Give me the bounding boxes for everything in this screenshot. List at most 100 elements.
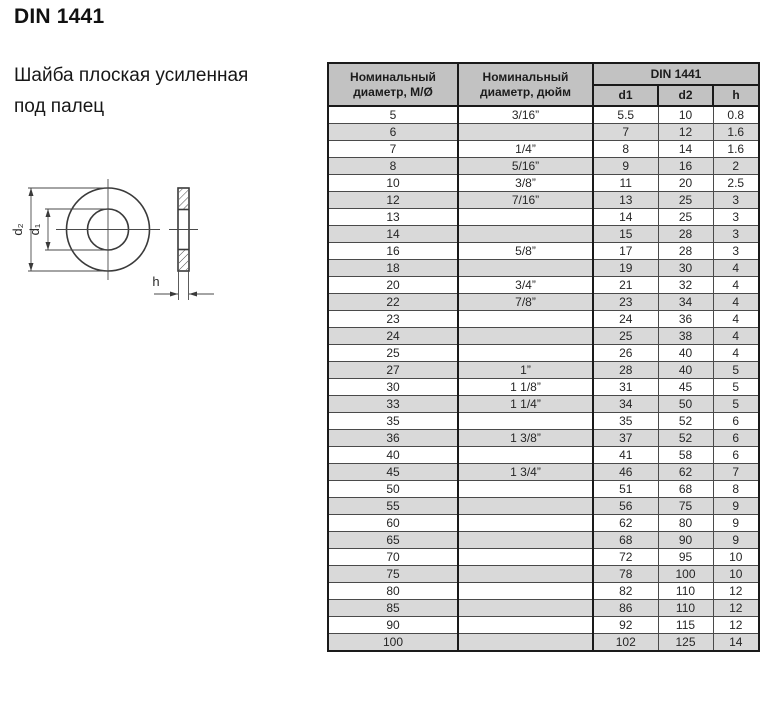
table-cell: 4 <box>712 259 760 277</box>
table-cell: 1” <box>457 361 594 379</box>
table-cell: 5/16” <box>457 157 594 175</box>
table-row: 70 72 95 10 <box>327 548 760 566</box>
table-cell: 5.5 <box>592 105 659 124</box>
header-d2: d2 <box>657 84 714 107</box>
table-cell: 100 <box>657 565 714 583</box>
table-cell: 9 <box>712 514 760 532</box>
table-cell: 13 <box>592 191 659 209</box>
table-cell: 11 <box>592 174 659 192</box>
table-cell: 10 <box>327 174 459 192</box>
table-cell: 32 <box>657 276 714 294</box>
table-cell: 8 <box>712 480 760 498</box>
table-cell: 18 <box>327 259 459 277</box>
table-cell: 1 3/4” <box>457 463 594 481</box>
din-1441-spec-table: Номинальный диаметр, М/Ø Номинальный диа… <box>327 62 760 652</box>
table-cell: 5/8” <box>457 242 594 260</box>
table-cell: 60 <box>327 514 459 532</box>
table-cell: 65 <box>327 531 459 549</box>
table-row: 35 35 52 6 <box>327 412 760 430</box>
table-row: 60 62 80 9 <box>327 514 760 532</box>
table-cell: 52 <box>657 412 714 430</box>
table-cell: 3/8” <box>457 174 594 192</box>
table-cell: 1/4” <box>457 140 594 158</box>
table-row: 8 5/16” 9 16 2 <box>327 157 760 175</box>
table-cell: 7 <box>592 123 659 141</box>
table-row: 30 1 1/8” 31 45 5 <box>327 378 760 396</box>
table-cell: 36 <box>657 310 714 328</box>
table-cell <box>457 327 594 345</box>
header-group-din1441: DIN 1441 <box>592 62 760 86</box>
table-cell: 12 <box>712 616 760 634</box>
table-row: 22 7/8” 23 34 4 <box>327 293 760 311</box>
dimension-h: h <box>152 271 214 300</box>
washer-drawing-svg: d₂ d₁ h <box>10 179 214 300</box>
page-title: DIN 1441 <box>14 5 105 28</box>
table-row: 50 51 68 8 <box>327 480 760 498</box>
table-cell: 31 <box>592 378 659 396</box>
table-cell: 3 <box>712 191 760 209</box>
table-cell: 25 <box>657 208 714 226</box>
table-cell: 45 <box>657 378 714 396</box>
table-cell: 37 <box>592 429 659 447</box>
table-cell <box>457 548 594 566</box>
table-row: 24 25 38 4 <box>327 327 760 345</box>
table-cell: 72 <box>592 548 659 566</box>
table-cell: 24 <box>592 310 659 328</box>
table-cell: 3 <box>712 208 760 226</box>
subtitle-line-2: под палец <box>14 96 105 117</box>
table-row: 12 7/16” 13 25 3 <box>327 191 760 209</box>
table-row: 25 26 40 4 <box>327 344 760 362</box>
table-cell: 7 <box>327 140 459 158</box>
table-cell: 14 <box>327 225 459 243</box>
table-cell: 25 <box>592 327 659 345</box>
table-cell: 110 <box>657 582 714 600</box>
table-cell: 92 <box>592 616 659 634</box>
table-cell: 34 <box>657 293 714 311</box>
table-cell <box>457 259 594 277</box>
table-cell: 3/16” <box>457 105 594 124</box>
table-cell: 80 <box>657 514 714 532</box>
table-cell: 40 <box>657 361 714 379</box>
table-cell: 14 <box>592 208 659 226</box>
table-cell: 6 <box>327 123 459 141</box>
table-cell: 90 <box>657 531 714 549</box>
table-cell <box>457 531 594 549</box>
washer-side-view <box>169 187 198 272</box>
table-cell: 80 <box>327 582 459 600</box>
table-cell: 17 <box>592 242 659 260</box>
table-cell: 2.5 <box>712 174 760 192</box>
table-cell: 40 <box>327 446 459 464</box>
table-cell: 56 <box>592 497 659 515</box>
table-cell: 26 <box>592 344 659 362</box>
table-cell: 16 <box>657 157 714 175</box>
table-cell: 20 <box>327 276 459 294</box>
table-row: 27 1” 28 40 5 <box>327 361 760 379</box>
table-cell <box>457 310 594 328</box>
table-cell: 46 <box>592 463 659 481</box>
table-cell: 68 <box>592 531 659 549</box>
table-cell <box>457 480 594 498</box>
table-cell: 86 <box>592 599 659 617</box>
table-cell: 78 <box>592 565 659 583</box>
table-cell: 5 <box>712 361 760 379</box>
table-cell <box>457 582 594 600</box>
table-cell: 51 <box>592 480 659 498</box>
table-cell: 82 <box>592 582 659 600</box>
table-cell: 5 <box>712 395 760 413</box>
table-cell: 10 <box>712 565 760 583</box>
table-cell <box>457 514 594 532</box>
table-cell: 30 <box>327 378 459 396</box>
table-cell: 28 <box>592 361 659 379</box>
table-cell: 2 <box>712 157 760 175</box>
table-cell: 20 <box>657 174 714 192</box>
table-cell: 0.8 <box>712 105 760 124</box>
table-cell: 115 <box>657 616 714 634</box>
table-cell: 23 <box>592 293 659 311</box>
table-cell: 85 <box>327 599 459 617</box>
table-cell: 10 <box>712 548 760 566</box>
table-cell: 4 <box>712 293 760 311</box>
table-cell: 10 <box>657 105 714 124</box>
table-cell: 6 <box>712 446 760 464</box>
table-cell <box>457 123 594 141</box>
table-cell: 68 <box>657 480 714 498</box>
